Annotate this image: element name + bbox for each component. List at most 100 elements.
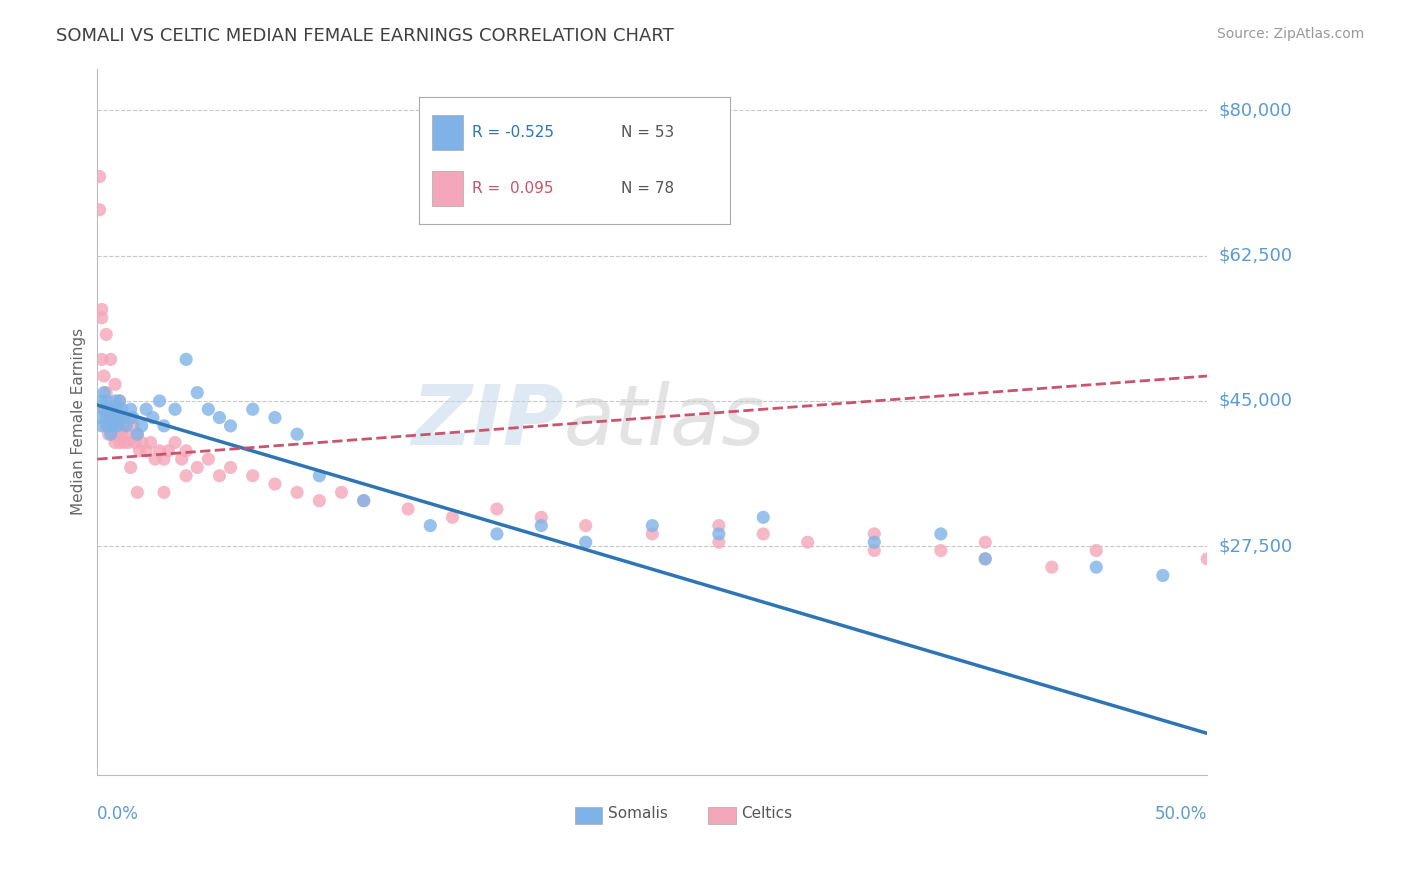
Point <box>108 393 131 408</box>
Text: $80,000: $80,000 <box>1219 101 1292 119</box>
Text: $45,000: $45,000 <box>1219 392 1292 410</box>
Point <box>707 527 730 541</box>
Point <box>142 410 165 425</box>
Point <box>135 402 157 417</box>
Point <box>219 418 242 433</box>
Text: Source: ZipAtlas.com: Source: ZipAtlas.com <box>1216 27 1364 41</box>
Point <box>104 410 127 425</box>
Point <box>96 385 118 400</box>
Point <box>863 527 886 541</box>
Point <box>115 427 138 442</box>
Point <box>153 452 176 467</box>
Point <box>863 535 886 549</box>
Point <box>97 402 120 417</box>
Point <box>101 410 124 425</box>
Point <box>108 418 131 433</box>
Point <box>135 443 157 458</box>
Point <box>96 418 118 433</box>
Point <box>112 410 135 425</box>
Point <box>419 518 441 533</box>
Point <box>285 485 308 500</box>
Point <box>353 493 375 508</box>
Point <box>929 527 952 541</box>
Point <box>121 418 143 433</box>
Point <box>104 435 127 450</box>
Point <box>96 410 118 425</box>
Point <box>93 402 115 417</box>
Point <box>208 468 231 483</box>
Point <box>111 427 134 442</box>
Point <box>707 535 730 549</box>
Point <box>929 543 952 558</box>
Point <box>105 402 128 417</box>
Point <box>170 452 193 467</box>
Point <box>104 393 127 408</box>
Point <box>120 402 142 417</box>
Point <box>100 402 122 417</box>
Point <box>143 452 166 467</box>
Point <box>89 169 111 184</box>
Point <box>93 402 115 417</box>
Point <box>89 202 111 217</box>
Point <box>153 485 176 500</box>
Point <box>97 418 120 433</box>
Y-axis label: Median Female Earnings: Median Female Earnings <box>72 328 86 516</box>
Point <box>396 502 419 516</box>
Point <box>485 502 508 516</box>
Point <box>96 327 118 342</box>
Point <box>752 527 775 541</box>
Point <box>96 393 118 408</box>
Point <box>89 410 111 425</box>
Point <box>264 477 287 491</box>
Point <box>441 510 464 524</box>
Text: Somalis: Somalis <box>607 806 668 822</box>
Point <box>1197 552 1219 566</box>
Point <box>97 427 120 442</box>
Point <box>197 452 219 467</box>
Point <box>707 518 730 533</box>
Bar <box>707 806 735 824</box>
Point <box>97 410 120 425</box>
Point <box>208 410 231 425</box>
Point <box>117 435 139 450</box>
Point <box>120 410 142 425</box>
Point <box>157 443 180 458</box>
Point <box>128 443 150 458</box>
Point <box>101 402 124 417</box>
Point <box>93 369 115 384</box>
Point <box>163 435 186 450</box>
Point <box>242 402 264 417</box>
Point <box>124 435 146 450</box>
Point <box>111 402 134 417</box>
Point <box>163 402 186 417</box>
Point <box>100 427 122 442</box>
Point <box>108 410 131 425</box>
Point <box>93 385 115 400</box>
Point <box>104 377 127 392</box>
Point <box>530 510 553 524</box>
Point <box>752 510 775 524</box>
Point <box>485 527 508 541</box>
Point <box>219 460 242 475</box>
Point <box>127 427 149 442</box>
Point <box>105 410 128 425</box>
Point <box>974 535 997 549</box>
Text: Celtics: Celtics <box>741 806 792 822</box>
Point <box>264 410 287 425</box>
Point <box>112 435 135 450</box>
Point <box>974 552 997 566</box>
Point <box>197 402 219 417</box>
Point <box>1040 560 1063 574</box>
Point <box>131 435 153 450</box>
Point <box>127 427 149 442</box>
Point <box>974 552 997 566</box>
Text: SOMALI VS CELTIC MEDIAN FEMALE EARNINGS CORRELATION CHART: SOMALI VS CELTIC MEDIAN FEMALE EARNINGS … <box>56 27 673 45</box>
Point <box>100 410 122 425</box>
Point <box>530 518 553 533</box>
Point <box>108 393 131 408</box>
Point <box>121 410 143 425</box>
Point <box>174 443 197 458</box>
Point <box>90 310 112 325</box>
Point <box>575 518 598 533</box>
Point <box>641 518 664 533</box>
